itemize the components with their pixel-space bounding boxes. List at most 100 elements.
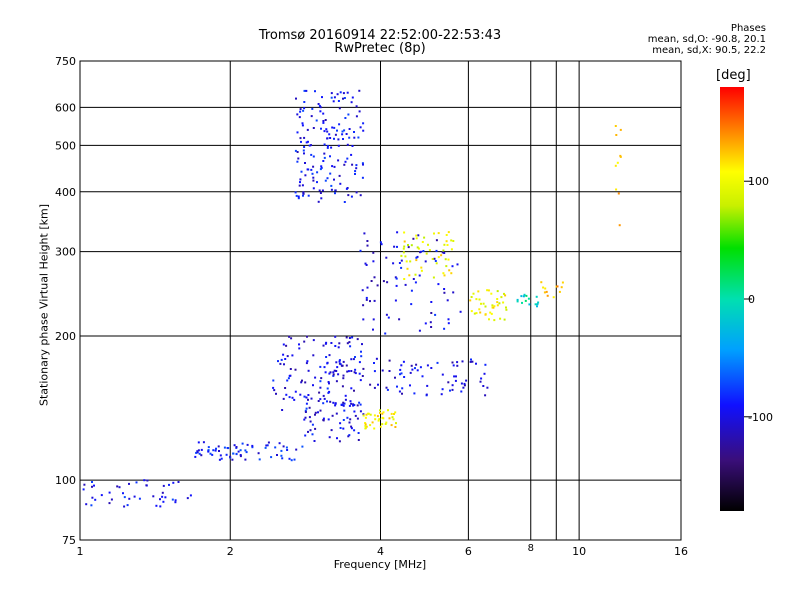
data-point [357, 432, 360, 434]
data-point [280, 454, 283, 457]
data-point [335, 380, 338, 383]
data-point [415, 363, 418, 366]
data-point [361, 176, 364, 179]
data-point [359, 194, 362, 197]
data-point [302, 109, 305, 112]
data-point [461, 360, 464, 363]
data-point [196, 450, 199, 453]
data-point [337, 138, 340, 141]
data-point [237, 450, 240, 453]
data-point [198, 452, 201, 455]
data-point [486, 289, 489, 292]
data-point [309, 429, 312, 432]
data-point [496, 304, 499, 307]
data-point [297, 197, 300, 200]
data-point [452, 291, 455, 294]
data-point [296, 131, 299, 134]
data-point [282, 445, 285, 448]
y-tick-label: 100 [55, 474, 76, 487]
data-point [401, 392, 403, 395]
data-point [321, 96, 323, 99]
data-point [443, 274, 446, 277]
data-point [323, 130, 326, 133]
data-point [349, 345, 352, 348]
data-point [308, 406, 311, 409]
data-point [171, 498, 174, 501]
data-point [348, 434, 351, 437]
data-point [284, 387, 287, 389]
data-point [312, 384, 314, 387]
data-point [425, 252, 428, 255]
data-point [297, 157, 300, 160]
data-point [381, 369, 384, 372]
data-point [322, 160, 325, 162]
data-point [264, 446, 267, 449]
data-point [304, 416, 307, 419]
data-point [207, 450, 210, 453]
data-point [82, 488, 85, 491]
data-point [308, 144, 311, 147]
data-point [305, 407, 308, 410]
data-point [152, 495, 155, 498]
data-point [482, 302, 485, 305]
data-point [301, 445, 304, 448]
colorbar-ticks: 100 0 -100 [744, 175, 773, 424]
data-point [217, 445, 220, 448]
data-point [186, 497, 189, 500]
data-point [322, 121, 325, 124]
data-point [305, 396, 308, 399]
data-point [419, 250, 422, 253]
data-point [484, 394, 487, 397]
data-point [344, 117, 347, 119]
data-point [329, 400, 332, 403]
data-point [437, 232, 440, 235]
data-point [400, 372, 403, 375]
data-point [83, 483, 86, 486]
data-point [319, 106, 322, 109]
data-point [395, 277, 398, 280]
data-point [392, 418, 395, 421]
data-point [373, 414, 376, 417]
data-point [282, 343, 285, 346]
data-point [479, 380, 482, 383]
data-point [333, 96, 336, 99]
data-point [385, 313, 388, 316]
data-point [429, 321, 432, 324]
x-tick-label: 4 [377, 545, 384, 558]
data-point [443, 291, 446, 294]
data-point [394, 411, 397, 414]
data-point [369, 413, 372, 416]
data-point [400, 259, 403, 262]
data-point [302, 149, 305, 152]
data-point [385, 421, 388, 424]
data-point [346, 143, 349, 146]
data-point [168, 483, 170, 486]
data-point [360, 350, 362, 353]
data-point [310, 144, 312, 147]
data-point [337, 144, 340, 147]
data-point [162, 484, 165, 487]
data-point [443, 243, 446, 246]
data-point [400, 254, 403, 257]
colorbar-tick-label: -100 [748, 411, 773, 424]
data-point [143, 479, 146, 482]
data-point [342, 92, 345, 95]
data-point [339, 363, 342, 366]
data-point [285, 446, 288, 449]
data-point [272, 386, 275, 389]
phases-heading: Phases [730, 23, 766, 34]
data-point [358, 110, 361, 113]
data-point [227, 447, 230, 450]
data-point [315, 119, 318, 122]
data-point [516, 300, 519, 303]
data-point [460, 382, 463, 385]
data-point [303, 340, 306, 343]
data-point [128, 482, 130, 485]
data-point [304, 411, 307, 413]
data-point [475, 298, 478, 301]
data-point [300, 170, 303, 173]
data-point [323, 397, 326, 400]
data-point [392, 262, 395, 265]
data-point [295, 97, 297, 100]
